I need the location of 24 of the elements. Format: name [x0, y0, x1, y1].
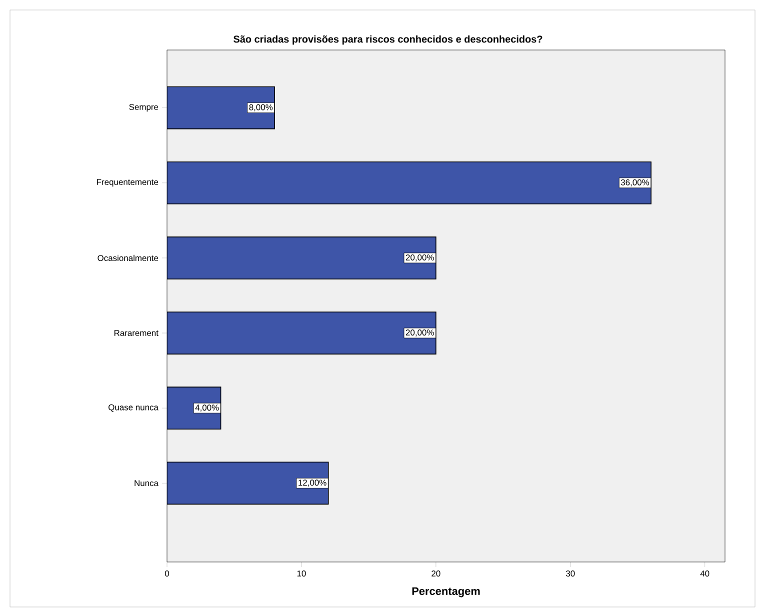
data-label: 8,00% [249, 104, 273, 112]
bar [167, 236, 436, 280]
y-tick-label: Quase nunca [108, 404, 158, 412]
data-label: 4,00% [195, 404, 219, 412]
x-tick-label: 40 [700, 570, 710, 577]
x-axis-title: Percentagem [412, 587, 480, 598]
y-tick-label: Sempre [129, 104, 158, 112]
x-tick-label: 20 [432, 570, 440, 577]
data-label: 20,00% [406, 254, 434, 262]
data-label: 12,00% [298, 480, 326, 487]
y-tick-label: Ocasionalmente [98, 254, 158, 262]
chart-title: São criadas provisões para riscos conhecidos e desconhecidos? [234, 35, 542, 45]
y-tick-label: Rararement [114, 330, 158, 336]
x-tick-label: 0 [164, 570, 170, 577]
bar [167, 462, 329, 505]
data-label: 20,00% [406, 330, 434, 337]
bar [167, 312, 436, 354]
x-tick-label: 10 [297, 570, 306, 577]
y-tick-label: Nunca [134, 480, 158, 486]
bar [167, 161, 652, 204]
data-label: 36,00% [620, 179, 650, 186]
x-tick-label: 30 [566, 570, 575, 577]
bar [167, 86, 275, 130]
y-tick-label: Frequentemente [97, 179, 158, 187]
